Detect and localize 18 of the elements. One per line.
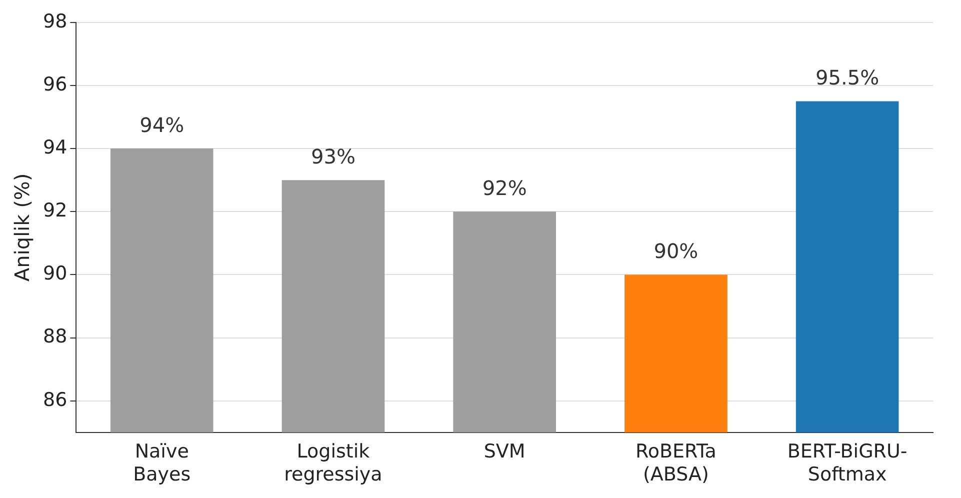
y-tick-label: 88 (42, 326, 68, 348)
x-tick-label: BERT-BiGRU-Softmax (787, 440, 908, 486)
data-label: 95.5% (816, 65, 880, 90)
y-tick-label: 94 (42, 136, 68, 158)
y-axis-title: Aniqlik (%) (10, 173, 34, 282)
y-tick-label: 90 (42, 262, 68, 285)
y-tick-label: 98 (42, 10, 68, 32)
data-label: 92% (482, 176, 527, 200)
y-tick-label: 86 (42, 388, 68, 411)
x-tick-label: RoBERTa (ABSA) (635, 440, 716, 486)
data-label: 94% (140, 112, 184, 137)
x-tick-label: Logistik regressiya (284, 440, 382, 486)
x-tick-label: SVM (484, 440, 526, 463)
y-tick-label: 92 (42, 200, 68, 222)
data-label: 90% (654, 238, 698, 263)
data-label: 93% (310, 144, 356, 168)
y-tick-label: 96 (42, 73, 68, 96)
x-tick-label: Naïve Bayes (133, 440, 191, 486)
